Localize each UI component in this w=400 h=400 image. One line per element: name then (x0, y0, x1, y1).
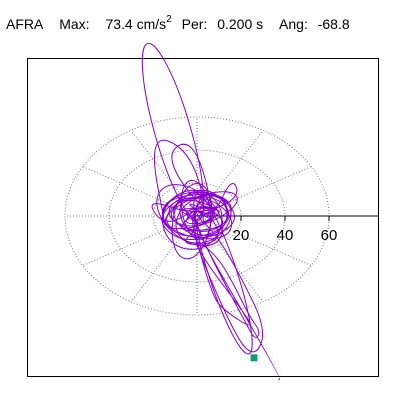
max-value: 73.4 cm/s (105, 16, 167, 32)
period-value: 0.200 s (217, 16, 264, 32)
grid-spoke-120 (130, 129, 198, 217)
particle-motion-trace (141, 42, 281, 381)
plot-title: AFRA Max: 73.4 cm/s2 Per: 0.200 s Ang: -… (6, 14, 350, 32)
trace-loop-upper (141, 42, 205, 222)
plot-frame (27, 58, 379, 377)
radial-axis: 20 40 60 (197, 215, 378, 244)
trace-loop-lower (193, 193, 253, 355)
radial-tick-label-40: 40 (277, 227, 294, 244)
radial-tick-label-20: 20 (233, 227, 250, 244)
end-marker-group (250, 354, 258, 362)
trace-loop (156, 184, 224, 247)
trace-loop (180, 179, 212, 241)
trace-loop (179, 189, 228, 236)
trace-loop (164, 191, 238, 230)
trace-loop (162, 189, 223, 250)
max-label: Max: (59, 16, 90, 32)
grid-spoke-60 (196, 129, 264, 217)
particle-motion-line (151, 139, 281, 381)
end-marker (250, 354, 258, 362)
angle-label: Ang: (279, 16, 308, 32)
angle-value: -68.8 (317, 16, 350, 32)
trace-loop (171, 183, 213, 260)
max-exponent: 2 (166, 14, 172, 25)
grid-spoke-210 (82, 215, 198, 266)
radial-tick-label-60: 60 (321, 227, 338, 244)
station-code: AFRA (6, 16, 44, 32)
period-label: Per: (181, 16, 208, 32)
